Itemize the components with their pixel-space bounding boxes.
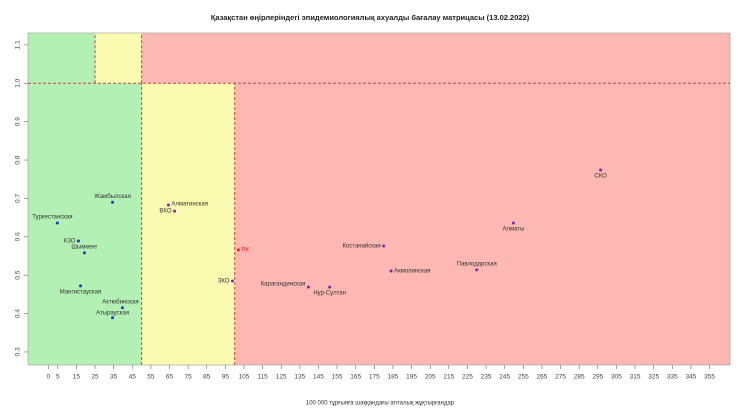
x-tick-label: 295 bbox=[592, 374, 603, 381]
x-tick-label: 285 bbox=[574, 374, 585, 381]
x-tick-label: 35 bbox=[110, 374, 118, 381]
x-tick-label: 325 bbox=[648, 374, 659, 381]
zone bbox=[28, 33, 96, 84]
x-tick-label: 85 bbox=[203, 374, 211, 381]
point bbox=[79, 284, 83, 288]
x-tick-label: 195 bbox=[406, 374, 417, 381]
point bbox=[306, 285, 310, 289]
point bbox=[475, 268, 479, 272]
point-label: Павлодарская bbox=[457, 261, 497, 267]
point bbox=[76, 239, 80, 243]
point-label: Алматинская bbox=[171, 202, 208, 208]
x-tick-label: 345 bbox=[685, 374, 696, 381]
y-tick-label: 0.4 bbox=[15, 309, 22, 318]
point bbox=[230, 279, 234, 283]
zone bbox=[141, 83, 235, 365]
point bbox=[389, 269, 393, 273]
x-tick-label: 145 bbox=[313, 374, 324, 381]
plot-frame bbox=[27, 32, 731, 366]
x-tick-label: 125 bbox=[276, 374, 287, 381]
point-label: Костанайская bbox=[342, 243, 380, 250]
x-tick-label: 105 bbox=[239, 374, 250, 381]
point bbox=[166, 203, 170, 207]
x-tick-label: 55 bbox=[147, 374, 155, 381]
x-tick-label: 5 bbox=[56, 374, 60, 381]
zone bbox=[234, 83, 731, 365]
x-tick-label: 355 bbox=[704, 374, 715, 381]
point-label: Актюбинская bbox=[102, 299, 138, 305]
point-label: СКО bbox=[594, 174, 607, 180]
point-label: РК bbox=[241, 247, 249, 253]
y-tick-label: 0.7 bbox=[15, 194, 22, 203]
y-tick-label: 1.0 bbox=[15, 78, 22, 87]
x-tick-label: 225 bbox=[462, 374, 473, 381]
point-label: Атырауская bbox=[96, 310, 129, 316]
point-label: ЗКО bbox=[218, 279, 230, 285]
zone bbox=[141, 33, 731, 84]
point bbox=[55, 221, 59, 225]
point-label: Карагандинская bbox=[261, 282, 306, 288]
x-tick-label: 155 bbox=[332, 374, 343, 381]
x-tick-label: 205 bbox=[425, 374, 436, 381]
point-label: Мангистауская bbox=[60, 290, 101, 296]
point bbox=[82, 251, 86, 255]
point-label: Алматы bbox=[502, 227, 524, 233]
point bbox=[599, 168, 603, 172]
x-tick-label: 245 bbox=[499, 374, 510, 381]
x-tick-label: 115 bbox=[257, 374, 268, 381]
x-tick-label: 65 bbox=[166, 374, 174, 381]
x-tick-label: 45 bbox=[129, 374, 137, 381]
point-label: Жамбылская bbox=[94, 194, 131, 200]
point-label: Туркестанская bbox=[32, 215, 72, 221]
zone bbox=[95, 33, 142, 84]
point bbox=[111, 200, 115, 204]
point-label: ВКО bbox=[159, 209, 171, 215]
x-tick-label: 305 bbox=[611, 374, 622, 381]
chart-title: Қазақстан өңірлеріндегі эпидемиологиялық… bbox=[211, 13, 530, 22]
point-label: Нур-Султан bbox=[313, 291, 346, 297]
x-tick-label: 95 bbox=[222, 374, 230, 381]
y-tick-label: 0.8 bbox=[15, 155, 22, 164]
point-label: Шымкент bbox=[71, 245, 97, 251]
x-tick-label: 235 bbox=[481, 374, 492, 381]
x-tick-label: 15 bbox=[73, 374, 81, 381]
x-tick-label: 185 bbox=[388, 374, 399, 381]
point-label: КЗО bbox=[64, 239, 76, 245]
x-tick-label: 165 bbox=[350, 374, 361, 381]
x-tick-label: 75 bbox=[185, 374, 193, 381]
x-tick-label: 275 bbox=[555, 374, 566, 381]
zone bbox=[28, 83, 142, 365]
x-tick-label: 335 bbox=[667, 374, 678, 381]
x-axis-label: 100 000 тұрғынға шаққандағы апталық жұқт… bbox=[306, 401, 455, 407]
point bbox=[111, 316, 115, 320]
x-tick-label: 315 bbox=[630, 374, 641, 381]
x-tick-label: 175 bbox=[369, 374, 380, 381]
y-tick-label: 0.9 bbox=[15, 117, 22, 126]
point bbox=[173, 209, 177, 213]
x-tick-label: 0 bbox=[47, 374, 51, 381]
y-tick-label: 0.5 bbox=[15, 270, 22, 279]
point bbox=[382, 244, 386, 248]
x-tick-label: 255 bbox=[518, 374, 529, 381]
y-tick-label: 1.1 bbox=[15, 40, 22, 49]
point bbox=[328, 285, 332, 289]
x-tick-label: 215 bbox=[443, 374, 454, 381]
x-tick-label: 265 bbox=[537, 374, 548, 381]
x-tick-label: 135 bbox=[294, 374, 305, 381]
point bbox=[236, 248, 240, 252]
point bbox=[511, 221, 515, 225]
y-tick-label: 0.6 bbox=[15, 232, 22, 241]
y-tick-label: 0.3 bbox=[15, 347, 22, 356]
point bbox=[120, 306, 124, 310]
x-tick-label: 25 bbox=[91, 374, 99, 381]
point-label: Акмолинская bbox=[394, 269, 430, 275]
